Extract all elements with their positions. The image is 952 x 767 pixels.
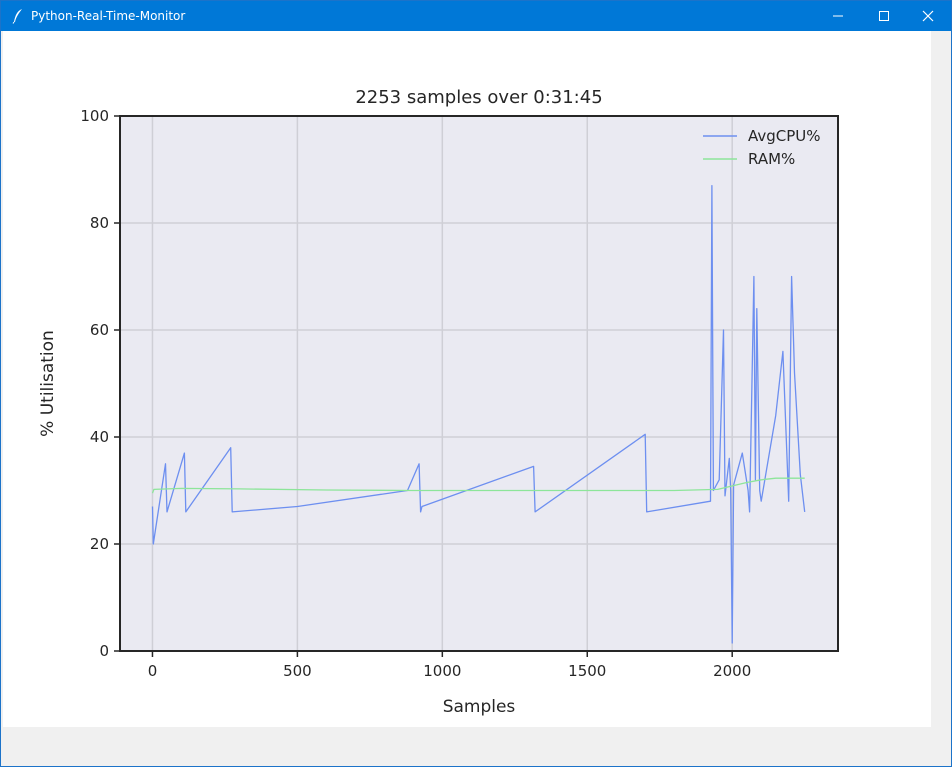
window-gutter-right [931, 31, 951, 727]
x-tick-label: 500 [283, 662, 312, 680]
minimize-icon [833, 15, 843, 17]
x-tick-label: 1000 [423, 662, 461, 680]
chart-title: 2253 samples over 0:31:45 [355, 87, 602, 108]
legend-label: RAM% [748, 150, 795, 168]
plot-area [120, 116, 838, 651]
close-icon [922, 10, 934, 22]
plot-frame [119, 115, 839, 652]
maximize-button[interactable] [861, 1, 907, 31]
y-tick-label: 60 [90, 321, 109, 339]
window-gutter-bottom [3, 727, 951, 766]
maximize-icon [879, 11, 889, 21]
chart-legend: AvgCPU% RAM% [703, 127, 821, 168]
x-tick-label: 2000 [713, 662, 751, 680]
y-axis-label: % Utilisation [38, 330, 58, 437]
close-button[interactable] [905, 1, 951, 31]
title-bar[interactable]: Python-Real-Time-Monitor [1, 1, 951, 31]
plot-canvas-area: 0 500 1000 1500 2000 0 20 40 60 80 100 2253 sample… [3, 31, 931, 727]
series-line [151, 184, 806, 644]
x-axis-label: Samples [443, 697, 516, 717]
x-tick-label: 1500 [568, 662, 606, 680]
series-line [151, 477, 805, 494]
utilisation-chart: 0 500 1000 1500 2000 0 20 40 60 80 100 2253 sample… [38, 87, 839, 717]
x-tick-label: 0 [148, 662, 158, 680]
feather-icon [12, 9, 22, 24]
minimize-button[interactable] [815, 1, 861, 31]
y-tick-label: 80 [90, 214, 109, 232]
y-tick-label: 100 [80, 107, 109, 125]
legend-label: AvgCPU% [748, 127, 821, 145]
window-title: Python-Real-Time-Monitor [31, 9, 186, 23]
y-tick-label: 40 [90, 428, 109, 446]
y-tick-label: 20 [90, 535, 109, 553]
y-tick-label: 0 [99, 642, 109, 660]
